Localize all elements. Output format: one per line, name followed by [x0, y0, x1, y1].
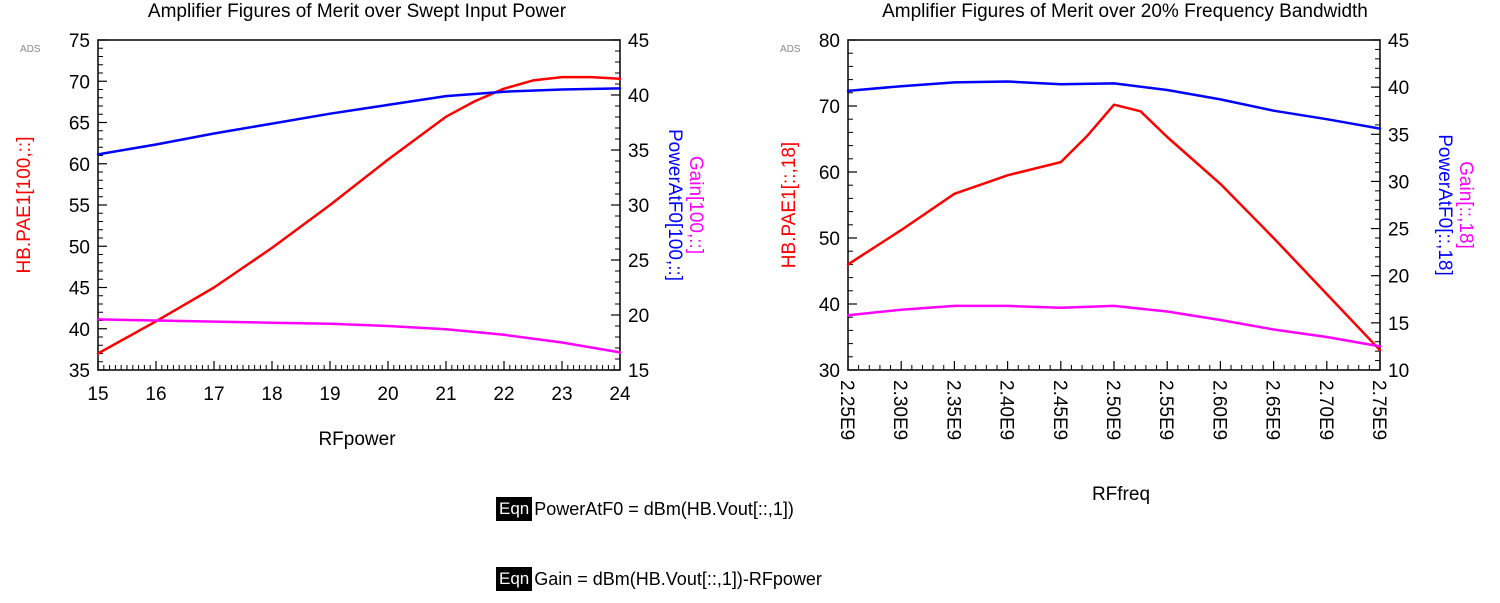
- x-tick-label: 2.40E9: [996, 380, 1017, 440]
- x-axis-label: RFfreq: [1092, 484, 1150, 505]
- y-left-tick-label: 50: [69, 237, 90, 258]
- x-tick-label: 17: [203, 384, 224, 405]
- y-right-tick-label: 10: [1388, 361, 1409, 382]
- y-left-tick-label: 60: [69, 155, 90, 176]
- x-tick-label: 2.30E9: [889, 380, 910, 440]
- y-right-axis-label: Gain[::,18]: [1455, 161, 1476, 249]
- x-tick-label: 2.50E9: [1102, 380, 1123, 440]
- x-tick-label: 2.65E9: [1262, 380, 1283, 440]
- x-tick-label: 18: [261, 384, 282, 405]
- equation-text: PowerAtF0 = dBm(HB.Vout[::,1]): [534, 498, 794, 519]
- x-tick-label: 2.60E9: [1208, 380, 1229, 440]
- x-tick-label: 2.55E9: [1155, 380, 1176, 440]
- y-right-tick-label: 30: [628, 196, 649, 217]
- x-tick-label: 21: [435, 384, 456, 405]
- y-left-tick-label: 45: [69, 279, 90, 300]
- y-right-tick-label: 35: [628, 141, 649, 162]
- eqn-badge: Eqn: [496, 497, 533, 521]
- series-line: [846, 304, 1382, 348]
- y-right-tick-label: 25: [628, 251, 649, 272]
- y-left-tick-label: 40: [819, 295, 840, 316]
- series-line: [846, 103, 1382, 352]
- ads-badge: ADS: [20, 44, 41, 55]
- x-tick-label: 23: [551, 384, 572, 405]
- y-right-tick-label: 45: [628, 31, 649, 52]
- y-right-tick-label: 20: [1388, 267, 1409, 288]
- y-right-tick-label: 40: [628, 86, 649, 107]
- y-left-axis-label: HB.PAE1[::,18]: [779, 142, 800, 268]
- y-left-tick-label: 50: [819, 229, 840, 250]
- y-left-tick-label: 35: [69, 361, 90, 382]
- x-tick-label: 19: [319, 384, 340, 405]
- y-left-tick-label: 65: [69, 114, 90, 135]
- y-left-tick-label: 70: [69, 72, 90, 93]
- x-tick-label: 16: [145, 384, 166, 405]
- series-line: [96, 318, 622, 354]
- x-tick-label: 2.75E9: [1368, 380, 1389, 440]
- plot-frame: [847, 39, 1381, 371]
- x-tick-label: 2.25E9: [836, 380, 857, 440]
- series-line: [96, 75, 622, 355]
- y-right-tick-label: 40: [1388, 78, 1409, 99]
- y-left-tick-label: 30: [819, 361, 840, 382]
- y-left-axis-label: HB.PAE1[100,::]: [14, 137, 35, 274]
- series-line: [846, 80, 1382, 130]
- y-right-axis-label: PowerAtF0[::,18]: [1434, 134, 1455, 276]
- y-left-tick-label: 60: [819, 163, 840, 184]
- x-tick-label: 20: [377, 384, 398, 405]
- y-right-tick-label: 25: [1388, 220, 1409, 241]
- y-right-tick-label: 15: [1388, 314, 1409, 335]
- y-left-tick-label: 55: [69, 196, 90, 217]
- y-right-axis-label: PowerAtF0[100,::]: [664, 129, 685, 281]
- x-tick-label: 15: [87, 384, 108, 405]
- y-right-axis-label: Gain[100,::]: [685, 156, 706, 254]
- equation-text: Gain = dBm(HB.Vout[::,1])-RFpower: [534, 568, 822, 589]
- x-tick-label: 2.35E9: [942, 380, 963, 440]
- y-left-tick-label: 75: [69, 31, 90, 52]
- y-right-tick-label: 20: [628, 306, 649, 327]
- equation-power-at-f0: Eqn PowerAtF0 = dBm(HB.Vout[::,1]): [496, 497, 794, 521]
- y-right-tick-label: 15: [628, 361, 649, 382]
- y-left-tick-label: 40: [69, 320, 90, 341]
- y-right-tick-label: 45: [1388, 31, 1409, 52]
- x-axis-label: RFpower: [318, 429, 396, 450]
- x-tick-label: 2.45E9: [1049, 380, 1070, 440]
- y-left-tick-label: 80: [819, 31, 840, 52]
- y-right-tick-label: 35: [1388, 125, 1409, 146]
- y-right-tick-label: 30: [1388, 172, 1409, 193]
- x-tick-label: 24: [609, 384, 631, 405]
- x-tick-label: 2.70E9: [1315, 380, 1336, 440]
- chart-title: Amplifier Figures of Merit over 20% Freq…: [882, 1, 1368, 22]
- x-tick-label: 22: [493, 384, 514, 405]
- equation-gain: Eqn Gain = dBm(HB.Vout[::,1])-RFpower: [496, 567, 822, 591]
- chart-title: Amplifier Figures of Merit over Swept In…: [148, 1, 567, 22]
- ads-badge: ADS: [780, 44, 801, 55]
- eqn-badge: Eqn: [496, 567, 533, 591]
- series-line: [96, 87, 622, 156]
- y-left-tick-label: 70: [819, 97, 840, 118]
